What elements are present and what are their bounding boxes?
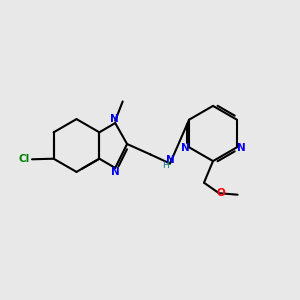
Text: N: N [237, 143, 245, 153]
Text: N: N [181, 143, 189, 153]
Text: H: H [162, 161, 169, 170]
Text: N: N [110, 114, 119, 124]
Text: N: N [166, 154, 174, 165]
Text: Cl: Cl [18, 154, 30, 164]
Text: O: O [216, 188, 225, 198]
Text: N: N [111, 167, 120, 177]
